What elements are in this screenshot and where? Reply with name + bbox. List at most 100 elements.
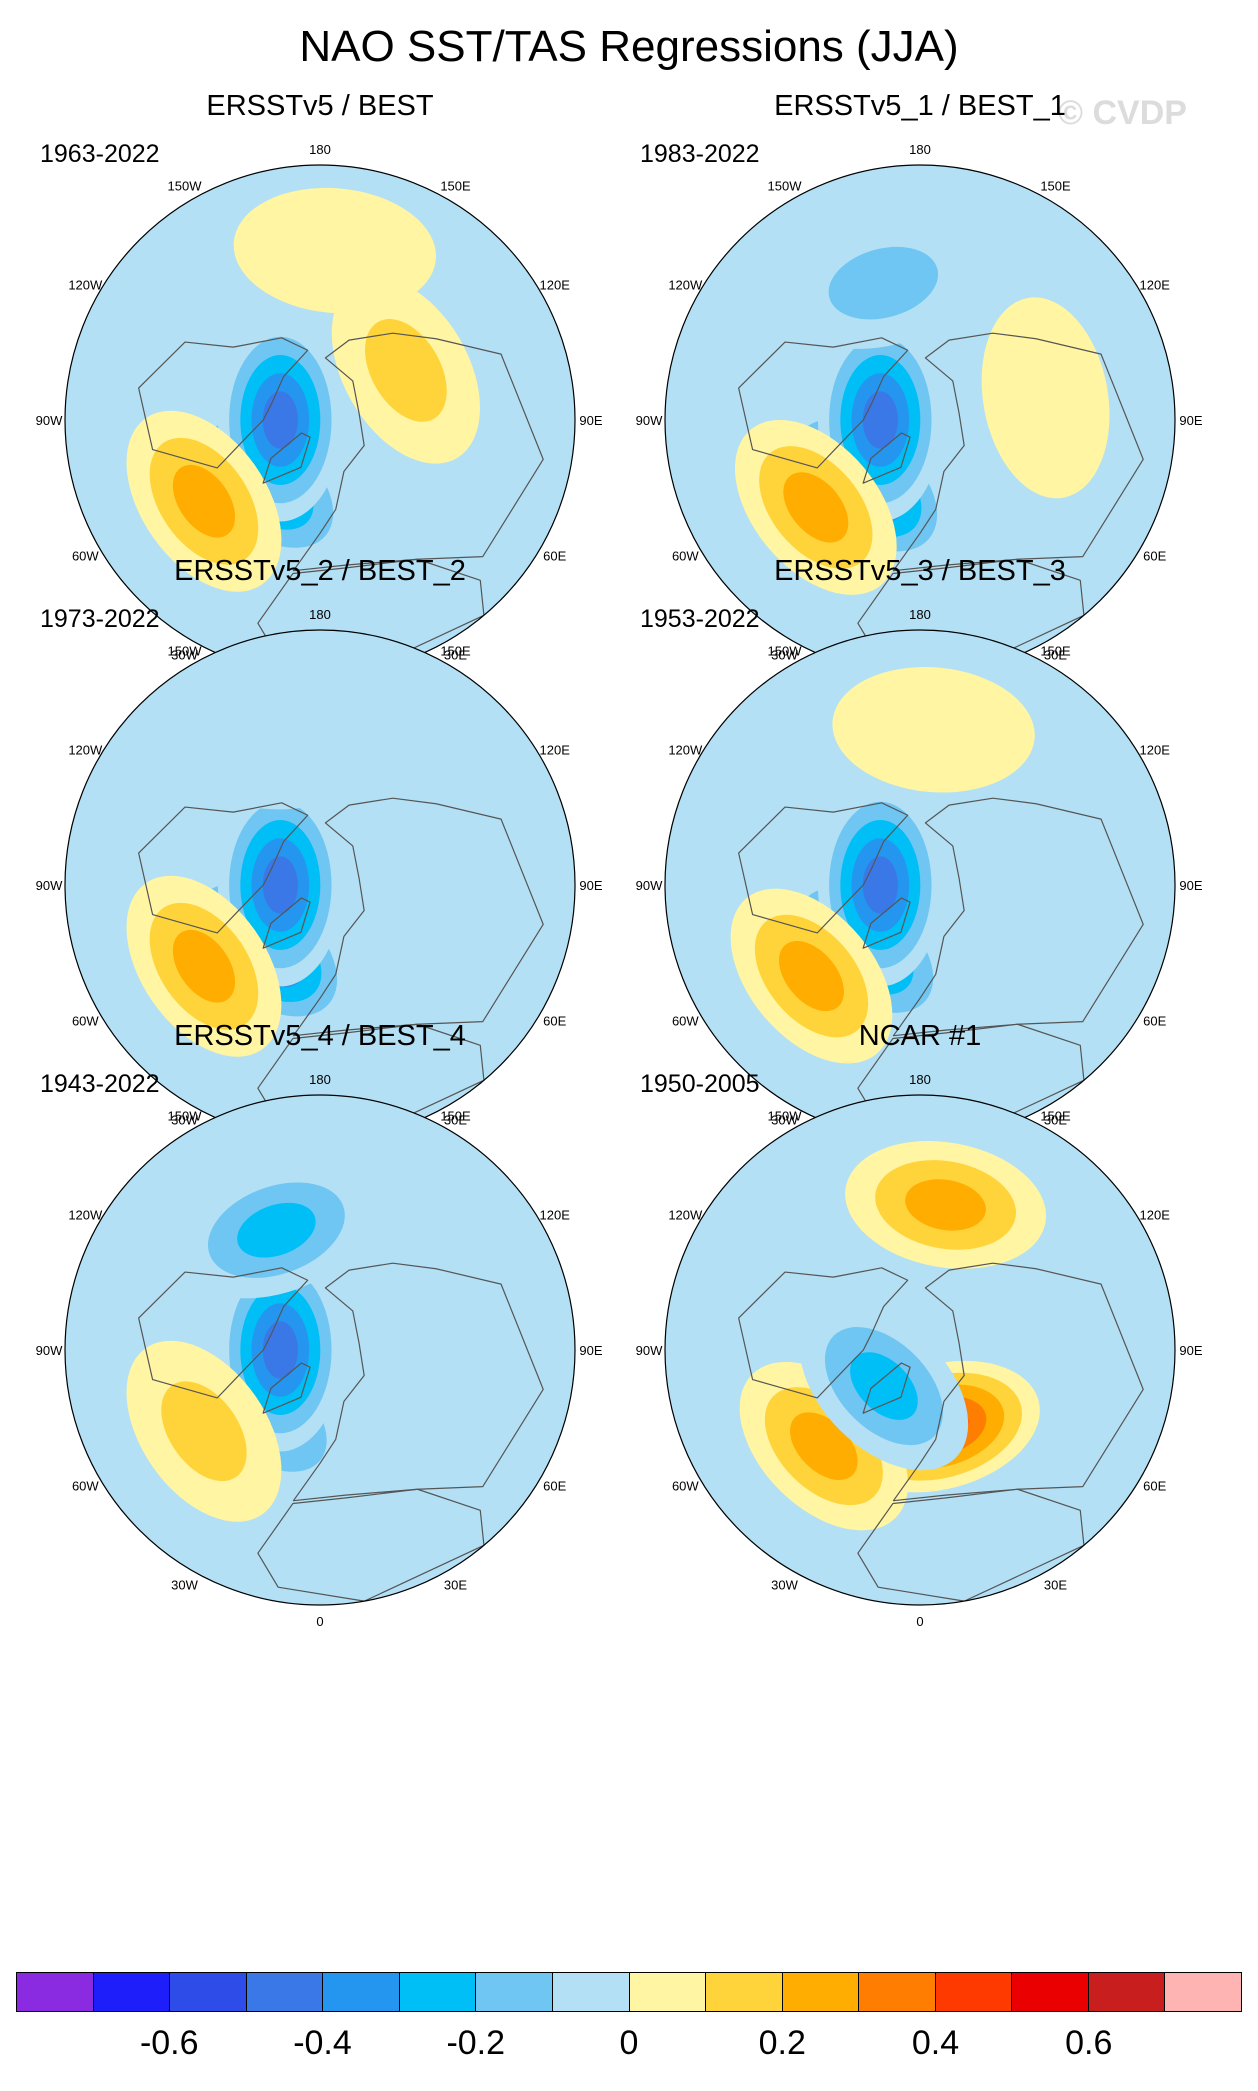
coastline — [862, 1362, 911, 1414]
longitude-label: 120E — [1140, 743, 1171, 758]
longitude-label: 120E — [540, 743, 571, 758]
longitude-label: 60E — [1143, 549, 1166, 564]
anomaly-north-pacific-cold — [237, 1202, 316, 1258]
coastline — [292, 1262, 544, 1502]
colorbar-box — [629, 1973, 707, 2011]
watermark: © CVDP — [1058, 94, 1187, 132]
panel-title: ERSSTv5_1 / BEST_1 — [774, 90, 1066, 122]
coastline — [257, 1488, 485, 1602]
longitude-label: 120W — [668, 278, 703, 293]
longitude-label: 0 — [916, 1614, 923, 1629]
coastline — [862, 432, 911, 484]
anomaly-north-pacific-cold — [828, 246, 939, 320]
longitude-label: 150E — [440, 1108, 471, 1123]
coastline — [892, 1262, 1144, 1502]
colorbar-box — [476, 1973, 553, 2011]
longitude-label: 30E — [444, 1113, 467, 1128]
longitude-label: 60E — [1143, 1479, 1166, 1494]
longitude-label: 60E — [543, 549, 566, 564]
colorbar-box — [1088, 1973, 1166, 2011]
longitude-label: 120W — [68, 278, 103, 293]
panel-title: ERSSTv5_3 / BEST_3 — [774, 555, 1066, 587]
longitude-label: 120W — [668, 1208, 703, 1223]
map-panel-2: ERSSTv5_1 / BEST_1180150E120E90E60E30E03… — [620, 90, 1220, 730]
map-panel-6: NCAR #1 180 150E 120E 90E 60E 30E 0 30W 60W 90W 120… — [620, 1020, 1220, 1660]
anomaly-north-pacific-warm — [832, 666, 1035, 793]
longitude-label: 90W — [36, 878, 63, 893]
map-panel-5: ERSSTv5_4 / BEST_4 180 150E 120E 90E 60E 30E 0 3… — [20, 1020, 620, 1660]
period-label: 1973-2022 — [40, 605, 160, 633]
longitude-label: 150W — [768, 643, 803, 658]
colorbar-label: -0.4 — [293, 2024, 352, 2062]
anomaly-north-pacific-cold — [194, 681, 396, 810]
map-panel-4: ERSSTv5_3 / BEST_3180150E120E90E60E30E03… — [620, 555, 1220, 1195]
longitude-label: 120W — [68, 743, 103, 758]
coastline — [892, 332, 1144, 572]
longitude-label: 150W — [768, 1108, 803, 1123]
longitude-label: 90E — [1179, 1343, 1202, 1358]
figure-title: NAO SST/TAS Regressions (JJA) — [299, 22, 959, 71]
colorbar-label: 0.6 — [1065, 2024, 1113, 2062]
longitude-label: 90W — [36, 413, 63, 428]
longitude-label: 30E — [1044, 1113, 1067, 1128]
period-label: 1963-2022 — [40, 140, 160, 168]
longitude-label: 60E — [543, 1479, 566, 1494]
longitude-label: 120E — [540, 1208, 571, 1223]
longitude-label: 90E — [1179, 413, 1202, 428]
colorbar-box — [93, 1973, 171, 2011]
longitude-label: 30W — [171, 1113, 198, 1128]
anomaly-eurasia-warm — [981, 297, 1110, 499]
colorbar — [16, 1972, 1242, 2012]
colorbar-box — [706, 1973, 783, 2011]
longitude-label: 60W — [672, 549, 699, 564]
coastline — [738, 1267, 909, 1399]
colorbar-label: 0 — [619, 2024, 639, 2062]
period-label: 1953-2022 — [640, 605, 760, 633]
longitude-label: 120E — [1140, 1208, 1171, 1223]
anomaly-nw-atlantic-warm — [161, 1381, 247, 1482]
colorbar-label: -0.2 — [446, 2024, 506, 2062]
longitude-label: 60W — [72, 549, 99, 564]
longitude-label: 150W — [168, 178, 203, 193]
longitude-label: 150E — [1040, 178, 1071, 193]
longitude-label: 150E — [440, 178, 471, 193]
coastline — [262, 432, 311, 484]
colorbar-box — [17, 1973, 94, 2011]
longitude-label: 90W — [636, 878, 663, 893]
anomaly-greenland-cold — [850, 1352, 918, 1420]
period-label: 1950-2005 — [640, 1070, 760, 1098]
longitude-label: 180 — [909, 1072, 931, 1087]
longitude-label: 90E — [579, 413, 602, 428]
colorbar-box — [323, 1973, 400, 2011]
longitude-label: 150W — [768, 178, 803, 193]
anomaly-nw-atlantic-warm — [172, 464, 236, 538]
anomaly-arctic-cold — [262, 391, 298, 449]
period-label: 1983-2022 — [640, 140, 760, 168]
anomaly-east-siberia-warm — [365, 319, 447, 422]
longitude-label: 60W — [72, 1014, 99, 1029]
longitude-label: 30E — [444, 1578, 467, 1593]
longitude-label: 150W — [168, 643, 203, 658]
longitude-label: 30E — [1044, 648, 1067, 663]
anomaly-nw-atlantic-warm — [172, 929, 236, 1003]
longitude-label: 150E — [1040, 643, 1071, 658]
longitude-label: 120W — [668, 743, 703, 758]
colorbar-box — [782, 1973, 860, 2011]
longitude-label: 60W — [672, 1014, 699, 1029]
colorbar-box — [399, 1973, 477, 2011]
map-panel-1: ERSSTv5 / BEST180150E120E90E60E30E030W60… — [20, 90, 620, 730]
longitude-label: 90W — [36, 1343, 63, 1358]
colorbar-box — [859, 1973, 936, 2011]
map-border — [64, 1094, 576, 1606]
longitude-label: 90E — [579, 878, 602, 893]
colorbar-box — [1012, 1973, 1089, 2011]
panel-title: ERSSTv5_2 / BEST_2 — [174, 555, 466, 587]
anomaly-arctic-cold — [862, 856, 898, 914]
longitude-label: 60W — [72, 1479, 99, 1494]
coastline — [292, 797, 544, 1037]
longitude-label: 150E — [440, 643, 471, 658]
anomaly-nw-atlantic-warm — [783, 472, 849, 543]
